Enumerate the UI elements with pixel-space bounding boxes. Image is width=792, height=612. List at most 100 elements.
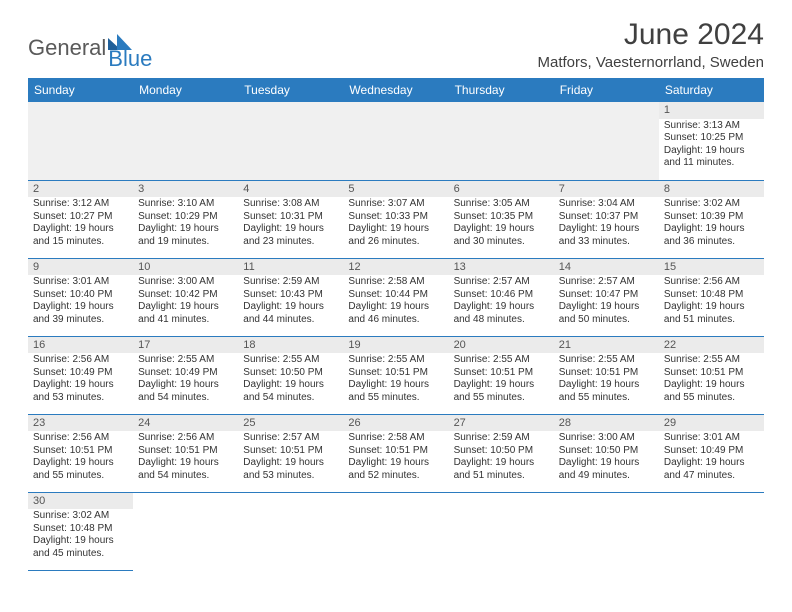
daylight-text: Daylight: 19 hours <box>243 223 338 236</box>
day-number: 26 <box>343 415 448 432</box>
day-number: 8 <box>659 181 764 198</box>
calendar-day-cell: 10Sunrise: 3:00 AMSunset: 10:42 PMDaylig… <box>133 258 238 336</box>
sunrise-text: Sunrise: 2:58 AM <box>348 276 443 289</box>
daylight-text: and 19 minutes. <box>138 236 233 249</box>
day-number: 7 <box>554 181 659 198</box>
calendar-day-cell: 24Sunrise: 2:56 AMSunset: 10:51 PMDaylig… <box>133 414 238 492</box>
day-number: 18 <box>238 337 343 354</box>
daylight-text: Daylight: 19 hours <box>454 457 549 470</box>
calendar-day-cell: 23Sunrise: 2:56 AMSunset: 10:51 PMDaylig… <box>28 414 133 492</box>
daylight-text: Daylight: 19 hours <box>559 457 654 470</box>
daylight-text: and 55 minutes. <box>348 392 443 405</box>
sunrise-text: Sunrise: 3:00 AM <box>559 432 654 445</box>
daylight-text: Daylight: 19 hours <box>138 301 233 314</box>
daylight-text: and 51 minutes. <box>454 470 549 483</box>
weekday-header: Wednesday <box>343 78 448 102</box>
calendar-day-cell: 29Sunrise: 3:01 AMSunset: 10:49 PMDaylig… <box>659 414 764 492</box>
daylight-text: Daylight: 19 hours <box>33 223 128 236</box>
daylight-text: Daylight: 19 hours <box>138 379 233 392</box>
calendar-day-cell <box>554 492 659 570</box>
daylight-text: Daylight: 19 hours <box>559 379 654 392</box>
calendar-day-cell <box>659 492 764 570</box>
daylight-text: Daylight: 19 hours <box>664 301 759 314</box>
calendar-day-cell: 9Sunrise: 3:01 AMSunset: 10:40 PMDayligh… <box>28 258 133 336</box>
weekday-header-row: Sunday Monday Tuesday Wednesday Thursday… <box>28 78 764 102</box>
sunrise-text: Sunrise: 3:07 AM <box>348 198 443 211</box>
daylight-text: Daylight: 19 hours <box>33 457 128 470</box>
sunset-text: Sunset: 10:51 PM <box>33 445 128 458</box>
sunrise-text: Sunrise: 2:57 AM <box>454 276 549 289</box>
sunset-text: Sunset: 10:49 PM <box>138 367 233 380</box>
day-number: 3 <box>133 181 238 198</box>
daylight-text: Daylight: 19 hours <box>138 457 233 470</box>
calendar-day-cell: 6Sunrise: 3:05 AMSunset: 10:35 PMDayligh… <box>449 180 554 258</box>
calendar-day-cell: 30Sunrise: 3:02 AMSunset: 10:48 PMDaylig… <box>28 492 133 570</box>
sunset-text: Sunset: 10:51 PM <box>348 445 443 458</box>
calendar-day-cell: 14Sunrise: 2:57 AMSunset: 10:47 PMDaylig… <box>554 258 659 336</box>
daylight-text: and 46 minutes. <box>348 314 443 327</box>
day-number: 1 <box>659 102 764 119</box>
sunrise-text: Sunrise: 2:55 AM <box>243 354 338 367</box>
sunset-text: Sunset: 10:27 PM <box>33 211 128 224</box>
day-number: 14 <box>554 259 659 276</box>
daylight-text: Daylight: 19 hours <box>243 457 338 470</box>
day-number: 16 <box>28 337 133 354</box>
daylight-text: and 55 minutes. <box>454 392 549 405</box>
day-number: 5 <box>343 181 448 198</box>
sunset-text: Sunset: 10:50 PM <box>243 367 338 380</box>
calendar-day-cell <box>343 102 448 180</box>
logo-text-general: General <box>28 35 106 61</box>
daylight-text: Daylight: 19 hours <box>348 379 443 392</box>
day-number: 6 <box>449 181 554 198</box>
daylight-text: and 50 minutes. <box>559 314 654 327</box>
daylight-text: and 48 minutes. <box>454 314 549 327</box>
calendar-day-cell: 12Sunrise: 2:58 AMSunset: 10:44 PMDaylig… <box>343 258 448 336</box>
daylight-text: and 15 minutes. <box>33 236 128 249</box>
calendar-day-cell: 27Sunrise: 2:59 AMSunset: 10:50 PMDaylig… <box>449 414 554 492</box>
daylight-text: and 55 minutes. <box>559 392 654 405</box>
daylight-text: Daylight: 19 hours <box>348 457 443 470</box>
sunrise-text: Sunrise: 2:55 AM <box>559 354 654 367</box>
day-number: 2 <box>28 181 133 198</box>
logo: General Blue <box>28 24 152 72</box>
calendar-day-cell <box>449 492 554 570</box>
daylight-text: and 23 minutes. <box>243 236 338 249</box>
weekday-header: Tuesday <box>238 78 343 102</box>
calendar-week-row: 30Sunrise: 3:02 AMSunset: 10:48 PMDaylig… <box>28 492 764 570</box>
daylight-text: and 55 minutes. <box>33 470 128 483</box>
calendar-day-cell: 13Sunrise: 2:57 AMSunset: 10:46 PMDaylig… <box>449 258 554 336</box>
sunrise-text: Sunrise: 3:05 AM <box>454 198 549 211</box>
day-number: 28 <box>554 415 659 432</box>
daylight-text: Daylight: 19 hours <box>664 379 759 392</box>
location-text: Matfors, Vaesternorrland, Sweden <box>537 54 764 71</box>
sunrise-text: Sunrise: 3:01 AM <box>33 276 128 289</box>
daylight-text: and 55 minutes. <box>664 392 759 405</box>
calendar-day-cell: 3Sunrise: 3:10 AMSunset: 10:29 PMDayligh… <box>133 180 238 258</box>
calendar-day-cell: 2Sunrise: 3:12 AMSunset: 10:27 PMDayligh… <box>28 180 133 258</box>
sunrise-text: Sunrise: 2:55 AM <box>454 354 549 367</box>
calendar-day-cell <box>343 492 448 570</box>
daylight-text: and 26 minutes. <box>348 236 443 249</box>
calendar-day-cell: 22Sunrise: 2:55 AMSunset: 10:51 PMDaylig… <box>659 336 764 414</box>
day-number: 22 <box>659 337 764 354</box>
day-number: 27 <box>449 415 554 432</box>
daylight-text: Daylight: 19 hours <box>559 223 654 236</box>
daylight-text: and 30 minutes. <box>454 236 549 249</box>
sunrise-text: Sunrise: 2:56 AM <box>664 276 759 289</box>
calendar-day-cell <box>238 102 343 180</box>
sunrise-text: Sunrise: 2:56 AM <box>33 432 128 445</box>
weekday-header: Saturday <box>659 78 764 102</box>
daylight-text: Daylight: 19 hours <box>664 223 759 236</box>
sunrise-text: Sunrise: 3:12 AM <box>33 198 128 211</box>
sunset-text: Sunset: 10:51 PM <box>454 367 549 380</box>
calendar-day-cell <box>554 102 659 180</box>
page: General Blue June 2024 Matfors, Vaestern… <box>0 0 792 589</box>
calendar-day-cell: 20Sunrise: 2:55 AMSunset: 10:51 PMDaylig… <box>449 336 554 414</box>
calendar-day-cell: 16Sunrise: 2:56 AMSunset: 10:49 PMDaylig… <box>28 336 133 414</box>
logo-text-blue: Blue <box>108 46 152 72</box>
weekday-header: Monday <box>133 78 238 102</box>
day-number: 19 <box>343 337 448 354</box>
weekday-header: Thursday <box>449 78 554 102</box>
daylight-text: and 53 minutes. <box>33 392 128 405</box>
sunrise-text: Sunrise: 2:55 AM <box>664 354 759 367</box>
